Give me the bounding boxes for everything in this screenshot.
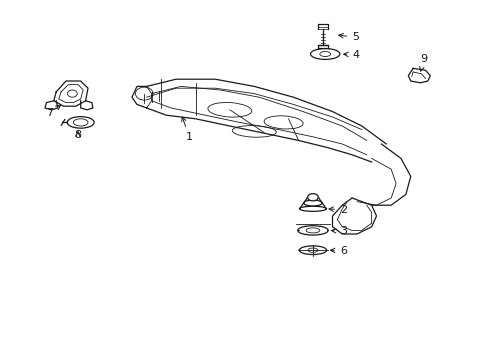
Text: 1: 1 — [181, 117, 192, 142]
Text: 3: 3 — [331, 226, 346, 236]
Text: 2: 2 — [328, 204, 346, 215]
Ellipse shape — [299, 206, 326, 211]
Ellipse shape — [303, 200, 322, 206]
Text: 5: 5 — [338, 32, 358, 42]
Polygon shape — [54, 81, 88, 106]
Text: 8: 8 — [74, 130, 81, 140]
Text: 9: 9 — [419, 54, 427, 71]
Text: 4: 4 — [343, 50, 359, 60]
Polygon shape — [332, 198, 376, 234]
Ellipse shape — [310, 49, 339, 59]
Ellipse shape — [67, 117, 94, 128]
Ellipse shape — [297, 226, 327, 235]
Polygon shape — [81, 101, 93, 110]
Text: 6: 6 — [330, 246, 346, 256]
Polygon shape — [407, 68, 429, 83]
Ellipse shape — [307, 194, 318, 201]
Text: 7: 7 — [46, 105, 61, 118]
Ellipse shape — [299, 246, 326, 255]
Polygon shape — [45, 101, 58, 110]
